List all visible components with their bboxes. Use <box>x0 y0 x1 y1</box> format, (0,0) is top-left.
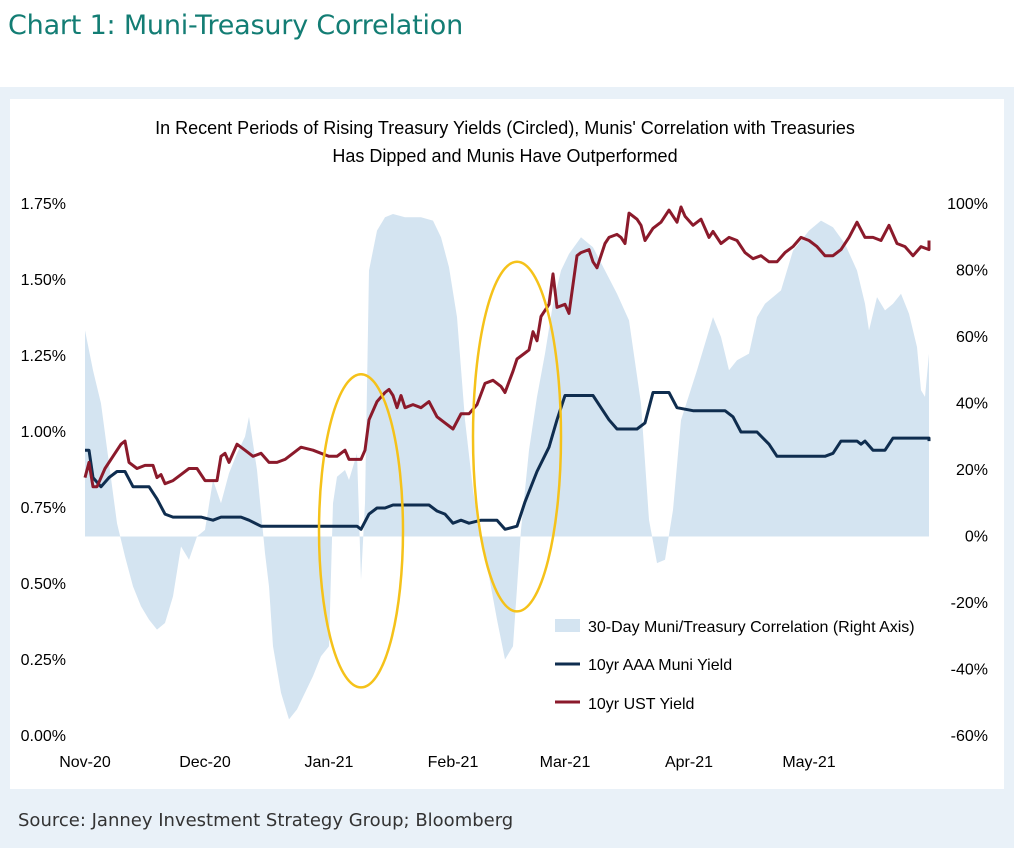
y-right-tick-label: -60% <box>951 728 988 745</box>
y-left-tick-label: 1.25% <box>21 348 66 365</box>
y-right-tick-label: 80% <box>956 263 988 280</box>
y-right-tick-label: 20% <box>956 462 988 479</box>
x-tick-label: Apr-21 <box>665 754 713 771</box>
x-tick-label: May-21 <box>782 754 835 771</box>
y-left-tick-label: 1.50% <box>21 272 66 289</box>
correlation-area <box>85 214 929 720</box>
ust-yield-line <box>83 205 931 489</box>
x-tick-label: Mar-21 <box>540 754 591 771</box>
x-tick-label: Feb-21 <box>428 754 479 771</box>
y-right-tick-label: 60% <box>956 329 988 346</box>
y-right-tick-label: 0% <box>965 529 988 546</box>
highlight-ellipse-2 <box>471 260 563 613</box>
x-tick-label: Dec-20 <box>179 754 231 771</box>
highlight-ellipse-1 <box>317 372 405 689</box>
legend-label-correlation: 30-Day Muni/Treasury Correlation (Right … <box>588 619 915 636</box>
legend-swatch-correlation <box>555 619 580 632</box>
x-tick-label: Jan-21 <box>305 754 354 771</box>
chart-title-line-1: In Recent Periods of Rising Treasury Yie… <box>155 118 855 138</box>
y-right-tick-label: -40% <box>951 662 988 679</box>
y-left-tick-label: 0.25% <box>21 652 66 669</box>
source-note: Source: Janney Investment Strategy Group… <box>18 810 514 831</box>
y-right-tick-label: -20% <box>951 595 988 612</box>
chart-title-line-2: Has Dipped and Munis Have Outperformed <box>332 146 677 166</box>
correlation-area-layer <box>85 214 929 720</box>
x-tick-label: Nov-20 <box>59 754 111 771</box>
annotation-circles <box>317 260 563 689</box>
muni-yield-line <box>85 391 931 531</box>
page-title: Chart 1: Muni-Treasury Correlation <box>8 10 464 41</box>
y-left-tick-label: 0.00% <box>21 728 66 745</box>
legend-label-muni: 10yr AAA Muni Yield <box>588 657 732 674</box>
yield-lines-layer <box>83 205 931 531</box>
y-left-tick-label: 0.50% <box>21 576 66 593</box>
legend: 30-Day Muni/Treasury Correlation (Right … <box>555 619 915 713</box>
y-left-tick-label: 1.00% <box>21 424 66 441</box>
y-left-tick-label: 0.75% <box>21 500 66 517</box>
y-left-tick-label: 1.75% <box>21 196 66 213</box>
y-right-tick-label: 100% <box>947 196 988 213</box>
axes-layer: 0.00% 0.25% 0.50% 0.75% 1.00% 1.25% 1.50% 1.75%… <box>21 196 988 771</box>
y-right-tick-label: 40% <box>956 396 988 413</box>
legend-label-ust: 10yr UST Yield <box>588 696 694 713</box>
